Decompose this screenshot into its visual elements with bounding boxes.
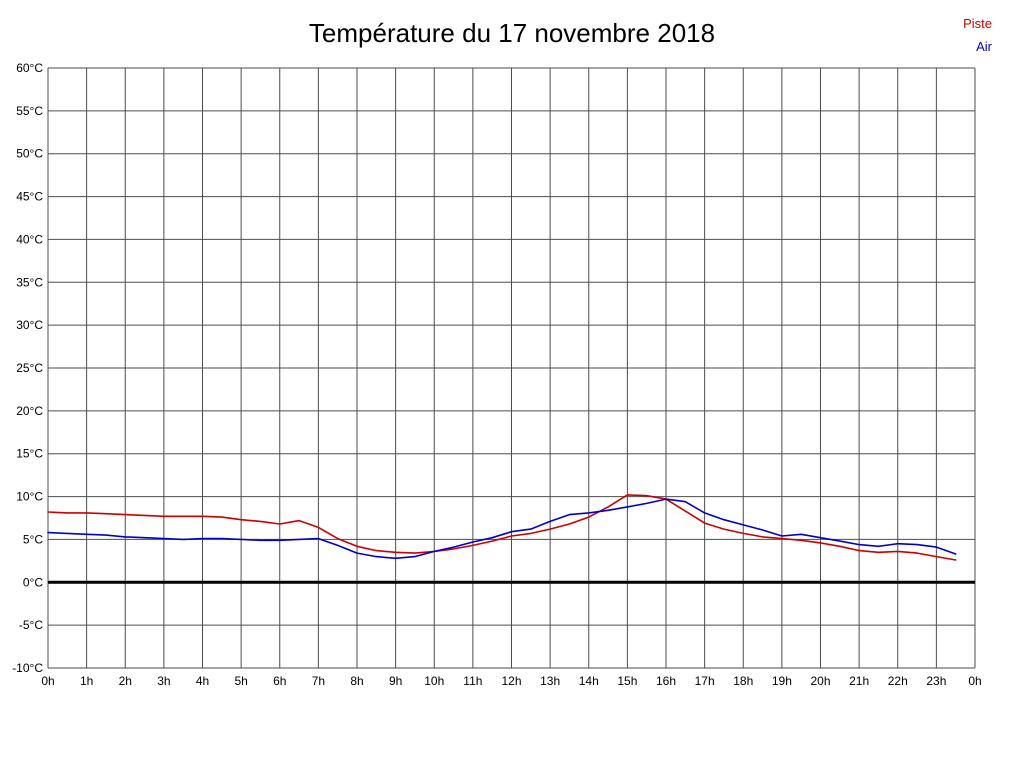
x-tick-label: 3h <box>157 674 170 688</box>
x-tick-label: 13h <box>540 674 560 688</box>
x-tick-label: 19h <box>772 674 792 688</box>
legend-label-air: Air <box>976 39 992 54</box>
legend-label-piste: Piste <box>963 16 992 31</box>
chart-title: Température du 17 novembre 2018 <box>308 18 716 48</box>
x-tick-label: 21h <box>849 674 869 688</box>
legend-item-piste: Piste <box>963 12 992 35</box>
x-tick-label: 14h <box>579 674 599 688</box>
y-tick-label: 10°C <box>16 490 43 504</box>
x-tick-label: 10h <box>424 674 444 688</box>
legend-item-air: Air <box>963 35 992 58</box>
y-tick-label: -5°C <box>19 618 43 632</box>
x-tick-label: 16h <box>656 674 676 688</box>
y-tick-label: 35°C <box>16 275 43 289</box>
x-tick-label: 4h <box>196 674 209 688</box>
x-tick-label: 8h <box>350 674 363 688</box>
y-tick-label: 50°C <box>16 147 43 161</box>
y-tick-label: 60°C <box>16 61 43 75</box>
x-tick-label: 0h <box>968 674 981 688</box>
y-tick-label: -10°C <box>12 661 43 675</box>
x-tick-label: 17h <box>695 674 715 688</box>
y-tick-label: 40°C <box>16 232 43 246</box>
x-tick-label: 18h <box>733 674 753 688</box>
x-tick-label: 5h <box>234 674 247 688</box>
x-tick-label: 1h <box>80 674 93 688</box>
y-tick-label: 55°C <box>16 104 43 118</box>
x-tick-label: 6h <box>273 674 286 688</box>
x-tick-label: 11h <box>463 674 482 688</box>
x-tick-label: 12h <box>501 674 521 688</box>
legend: Piste Air <box>963 12 992 58</box>
x-tick-label: 0h <box>41 674 54 688</box>
y-tick-label: 45°C <box>16 190 43 204</box>
x-tick-label: 2h <box>119 674 132 688</box>
x-tick-label: 9h <box>389 674 402 688</box>
x-tick-label: 20h <box>810 674 830 688</box>
x-tick-label: 7h <box>312 674 325 688</box>
y-tick-label: 25°C <box>16 361 43 375</box>
x-tick-label: 23h <box>926 674 946 688</box>
series-line-piste <box>47 494 957 561</box>
y-tick-label: 5°C <box>23 532 43 546</box>
y-tick-label: 30°C <box>16 318 43 332</box>
y-tick-label: 15°C <box>16 447 43 461</box>
y-tick-label: 20°C <box>16 404 43 418</box>
series-line-air <box>47 498 957 560</box>
y-tick-label: 0°C <box>23 575 43 589</box>
x-tick-label: 22h <box>888 674 908 688</box>
x-tick-label: 15h <box>617 674 637 688</box>
